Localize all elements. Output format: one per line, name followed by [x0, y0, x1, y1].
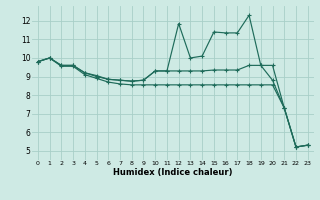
X-axis label: Humidex (Indice chaleur): Humidex (Indice chaleur): [113, 168, 233, 177]
